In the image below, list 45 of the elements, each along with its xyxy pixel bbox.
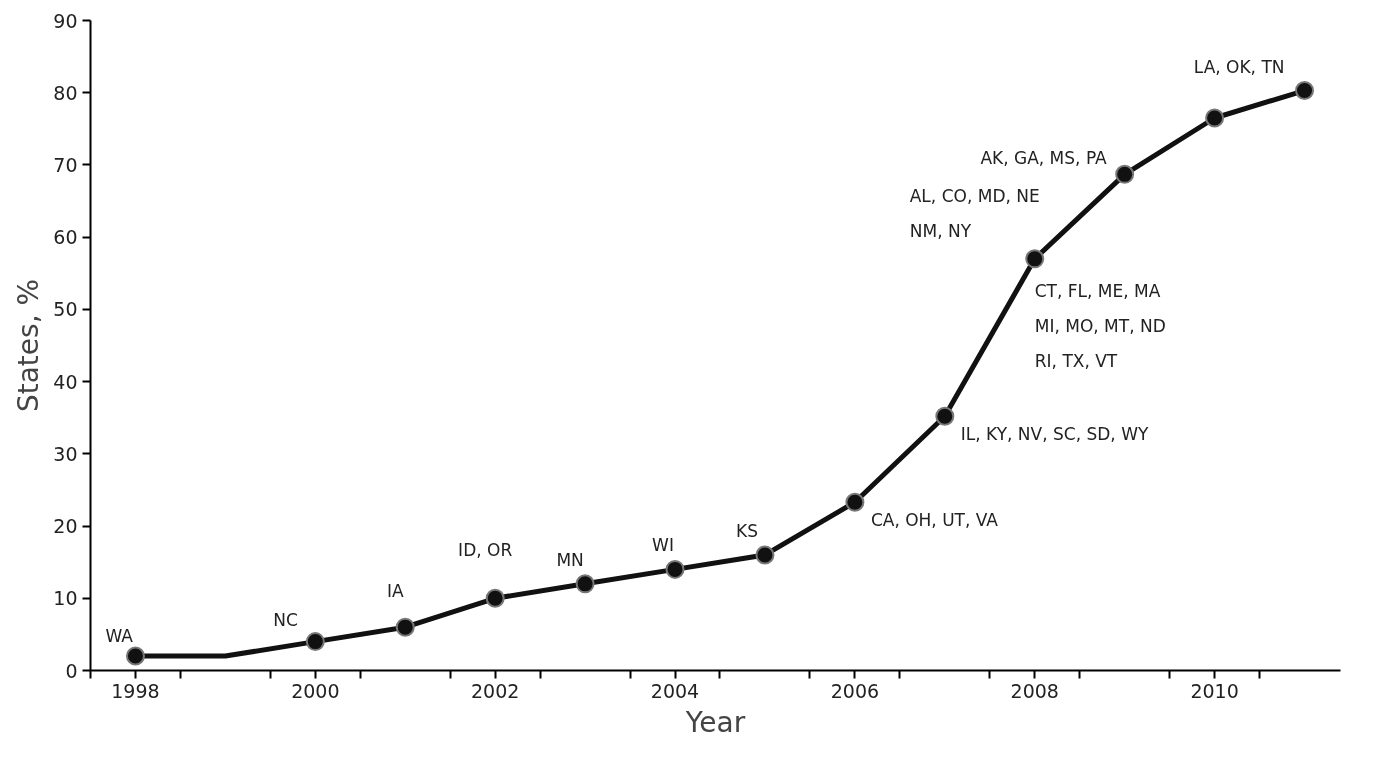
annotation: IL, KY, NV, SC, SD, WY [960, 424, 1149, 445]
point [845, 492, 865, 512]
x-tick-label: 2010 [1190, 679, 1239, 702]
y-tick-label: 60 [53, 226, 78, 249]
annotation: CA, OH, UT, VA [870, 510, 999, 531]
y-tick-label: 80 [53, 81, 78, 104]
annotation: CT, FL, ME, MA MI, MO, MT, ND RI, TX, VT [1034, 280, 1166, 371]
y-tick-label: 90 [53, 9, 78, 32]
x-tick-label: 2008 [1010, 679, 1059, 702]
point [305, 632, 325, 652]
annotation: AK, GA, MS, PA [980, 148, 1108, 169]
point [575, 574, 595, 594]
annotation: NC [273, 609, 298, 630]
point [1205, 108, 1225, 128]
annotation: MN [556, 549, 584, 570]
point [755, 545, 775, 565]
x-tick-label: 2002 [471, 679, 520, 702]
point [485, 588, 505, 608]
point [1025, 249, 1045, 269]
point [1115, 164, 1135, 184]
point [395, 617, 415, 637]
x-tick-label: 1998 [111, 679, 160, 702]
x-tick-label: 2000 [291, 679, 340, 702]
annotation: WI [652, 535, 674, 556]
y-tick-label: 10 [53, 587, 78, 610]
x-axis-title: Year [684, 705, 746, 739]
annotation: LA, OK, TN [1193, 56, 1285, 77]
annotation: IA [386, 581, 404, 602]
y-tick-label: 0 [65, 659, 78, 682]
annotation: AL, CO, MD, NE NM, NY [909, 185, 1040, 241]
y-tick-label: 20 [53, 515, 78, 538]
y-axis-title: States, % [12, 278, 46, 413]
x-tick-label: 2004 [650, 679, 700, 702]
y-tick-label: 50 [53, 298, 78, 321]
annotation: ID, OR [458, 540, 513, 561]
annotation: KS [735, 520, 758, 541]
y-tick-label: 40 [53, 370, 78, 393]
x-tick-label: 2006 [830, 679, 880, 702]
point [1295, 81, 1315, 101]
point [125, 646, 145, 666]
point [665, 559, 685, 579]
y-tick-label: 30 [53, 442, 78, 465]
annotation: WA [105, 626, 134, 647]
y-tick-label: 70 [53, 153, 78, 176]
point [935, 406, 955, 426]
